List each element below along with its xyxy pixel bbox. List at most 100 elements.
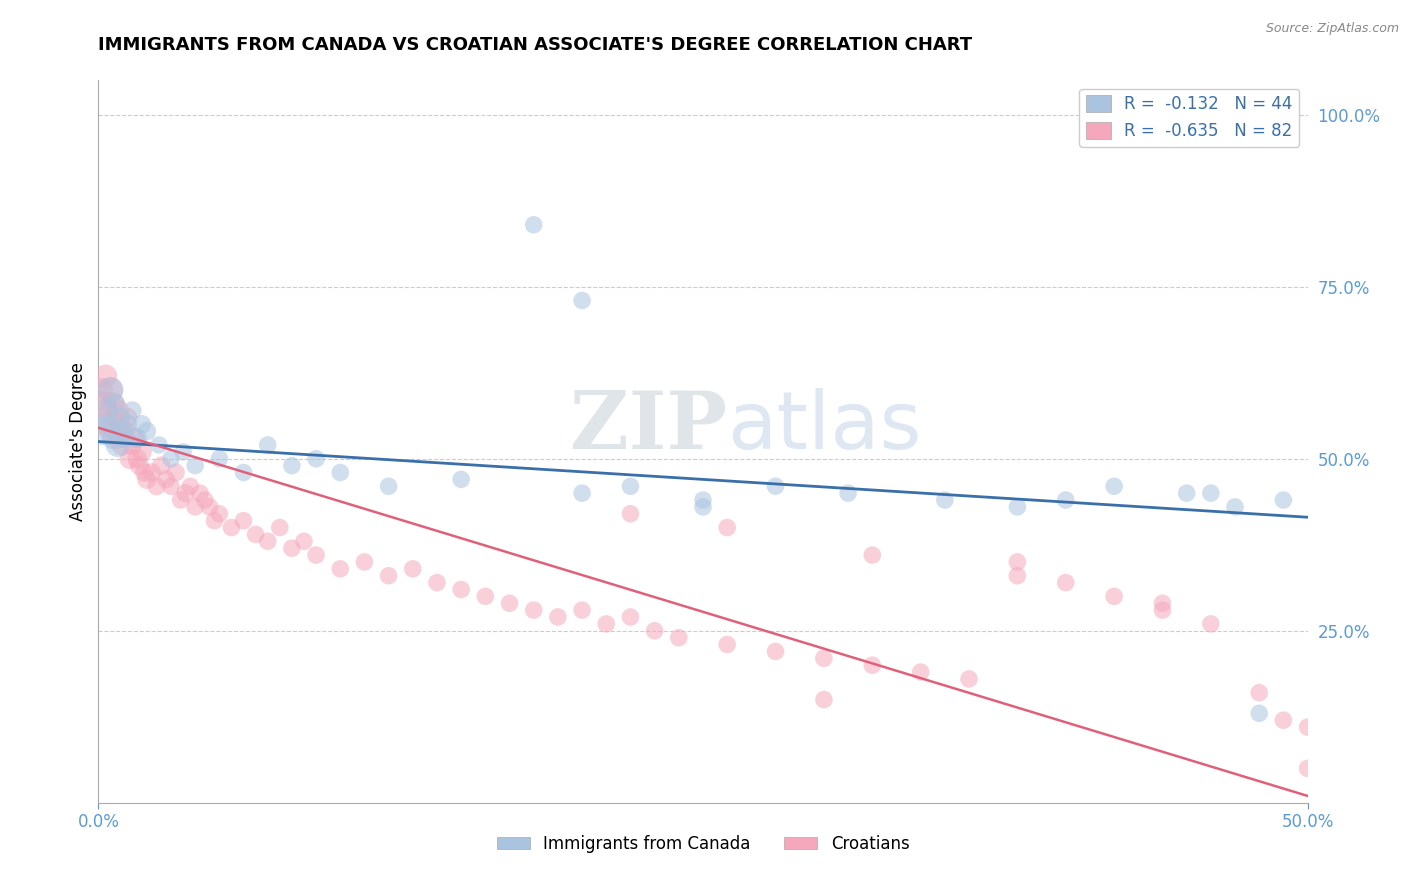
Point [204,514,226,528]
Point [281,541,304,556]
Point [188,486,211,500]
Point [1272,713,1295,727]
Point [1272,493,1295,508]
Point [97,417,120,432]
Point [692,500,714,514]
Point [329,466,352,480]
Point [104,397,127,411]
Point [90,383,112,397]
Point [353,555,375,569]
Point [813,692,835,706]
Point [1152,603,1174,617]
Point [910,665,932,679]
Point [450,472,472,486]
Point [1199,486,1222,500]
Point [1102,479,1125,493]
Point [118,451,141,466]
Point [107,438,129,452]
Point [221,520,243,534]
Point [101,431,124,445]
Point [100,383,122,397]
Point [305,548,328,562]
Point [716,520,738,534]
Point [114,424,136,438]
Point [91,397,114,411]
Point [256,438,278,452]
Point [145,479,167,493]
Point [169,493,191,508]
Point [232,514,254,528]
Point [1102,590,1125,604]
Point [474,590,496,604]
Point [160,451,183,466]
Point [668,631,690,645]
Point [1007,555,1029,569]
Point [571,603,593,617]
Point [523,603,546,617]
Point [165,466,187,480]
Point [292,534,315,549]
Point [450,582,472,597]
Point [571,293,593,308]
Point [107,431,129,445]
Point [114,431,136,445]
Point [127,431,149,445]
Point [256,534,278,549]
Point [1249,706,1271,721]
Point [184,458,207,473]
Point [523,218,546,232]
Point [860,548,883,562]
Point [101,397,124,411]
Point [121,403,143,417]
Point [179,479,201,493]
Point [269,520,291,534]
Point [100,383,122,397]
Point [104,410,127,425]
Point [198,500,221,514]
Text: Source: ZipAtlas.com: Source: ZipAtlas.com [1265,22,1399,36]
Point [111,438,134,452]
Point [571,486,593,500]
Point [1054,575,1077,590]
Point [281,458,304,473]
Point [329,562,352,576]
Point [547,610,569,624]
Point [160,479,183,493]
Point [134,466,156,480]
Point [644,624,666,638]
Point [305,451,328,466]
Point [692,493,714,508]
Point [1175,486,1198,500]
Point [94,403,117,417]
Point [377,568,399,582]
Point [1296,720,1319,734]
Point [94,369,117,384]
Point [1296,761,1319,775]
Point [128,458,150,473]
Point [194,493,217,508]
Point [141,466,163,480]
Point [208,451,231,466]
Point [860,658,883,673]
Point [595,616,617,631]
Point [107,403,129,417]
Point [117,417,139,432]
Point [131,445,153,459]
Point [100,424,122,438]
Point [619,507,641,521]
Point [172,445,194,459]
Point [377,479,399,493]
Point [117,410,139,425]
Point [426,575,449,590]
Point [148,438,170,452]
Point [1152,596,1174,610]
Point [716,638,738,652]
Point [108,417,131,432]
Point [498,596,520,610]
Point [232,466,254,480]
Point [1199,616,1222,631]
Point [135,424,157,438]
Point [1054,493,1077,508]
Point [135,472,157,486]
Point [91,424,114,438]
